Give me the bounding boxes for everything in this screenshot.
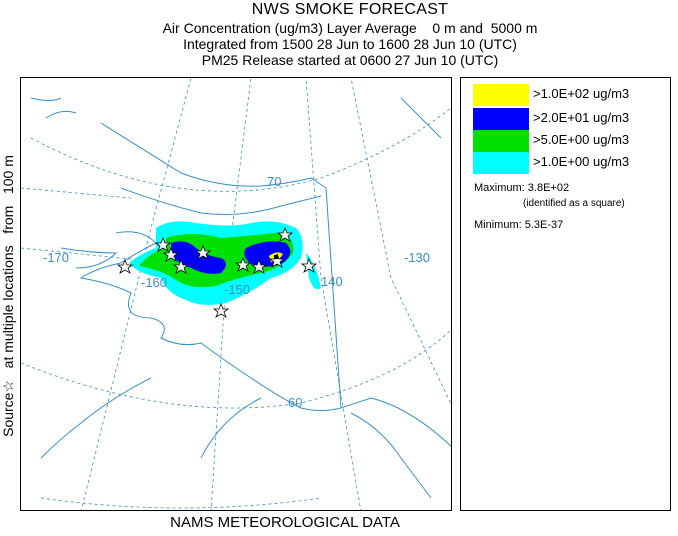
- maximum-square: [274, 255, 278, 259]
- fire-source-star: [300, 257, 318, 273]
- fire-source-star: [154, 236, 172, 252]
- title-block: NWS SMOKE FORECAST Air Concentration (ug…: [20, 0, 678, 68]
- canada-coast: [400, 97, 442, 139]
- lat-label-60: 60: [288, 395, 302, 410]
- legend-minimum: Minimum: 5.3E-37: [474, 219, 564, 231]
- legend-swatch-cyan: [473, 152, 529, 174]
- latitude-70-line: [30, 107, 451, 192]
- legend-label-blue: >2.0E+01 ug/m3: [533, 110, 630, 125]
- subtitle-integration: Integrated from 1500 28 Jun to 1600 28 J…: [183, 36, 517, 52]
- legend-swatch-blue: [473, 108, 529, 130]
- alaska-north-slope: [120, 187, 322, 215]
- panhandle: [350, 412, 432, 499]
- latitude-60-line: [21, 329, 451, 409]
- lon-label-130: -130: [404, 250, 430, 265]
- source-side-label: Source☆ at multiple locations from 100 m: [0, 155, 16, 437]
- latitude-50-line: [40, 497, 322, 509]
- siberia-coast: [30, 97, 77, 119]
- fire-source-star: [276, 226, 294, 242]
- fire-source-star: [116, 258, 134, 274]
- fire-source-star: [162, 246, 180, 262]
- longitude-130-line: [350, 78, 451, 405]
- aleutian-chain: [40, 377, 262, 459]
- legend-maximum: Maximum: 3.8E+02: [474, 182, 570, 194]
- lon-label-160: -160: [141, 275, 167, 290]
- fire-source-star: [194, 244, 212, 260]
- subtitle-release: PM25 Release started at 0600 27 Jun 10 (…: [201, 52, 499, 68]
- subtitle-concentration: Air Concentration (ug/m3) Layer Average …: [162, 20, 538, 36]
- smoke-map: -170 -160 -150 140 -130 70 60: [21, 78, 451, 510]
- fire-source-star: [250, 258, 268, 274]
- legend-swatch-yellow: [473, 84, 529, 106]
- longitude-180-line: [21, 187, 132, 199]
- legend-swatch-green: [473, 130, 529, 152]
- fire-source-star: [212, 302, 230, 318]
- legend-label-green: >5.0E+00 ug/m3: [533, 132, 630, 147]
- longitude-140-line: [305, 78, 362, 510]
- fire-source-star: [172, 258, 190, 274]
- legend-maximum-note: (identified as a square): [523, 198, 625, 209]
- lon-label-170: -170: [43, 250, 69, 265]
- map-frame: -170 -160 -150 140 -130 70 60: [20, 77, 452, 511]
- lon-label-140: 140: [321, 274, 343, 289]
- source-markers: [116, 226, 318, 318]
- lat-label-70: 70: [267, 174, 281, 189]
- alaska-coast: [79, 122, 451, 447]
- footer-met-data: NAMS METEOROLOGICAL DATA: [170, 514, 400, 531]
- fire-source-star: [234, 256, 252, 272]
- coastline: [30, 97, 451, 499]
- fire-source-star: [268, 252, 286, 268]
- map-title: NWS SMOKE FORECAST: [251, 1, 449, 18]
- legend-panel: >1.0E+02 ug/m3 >2.0E+01 ug/m3 >5.0E+00 u…: [460, 77, 671, 511]
- legend-label-cyan: >1.0E+00 ug/m3: [533, 154, 630, 169]
- longitude-160-line: [81, 78, 192, 510]
- seward-peninsula: [60, 247, 118, 269]
- lon-label-150: -150: [224, 282, 250, 297]
- legend-label-yellow: >1.0E+02 ug/m3: [533, 86, 630, 101]
